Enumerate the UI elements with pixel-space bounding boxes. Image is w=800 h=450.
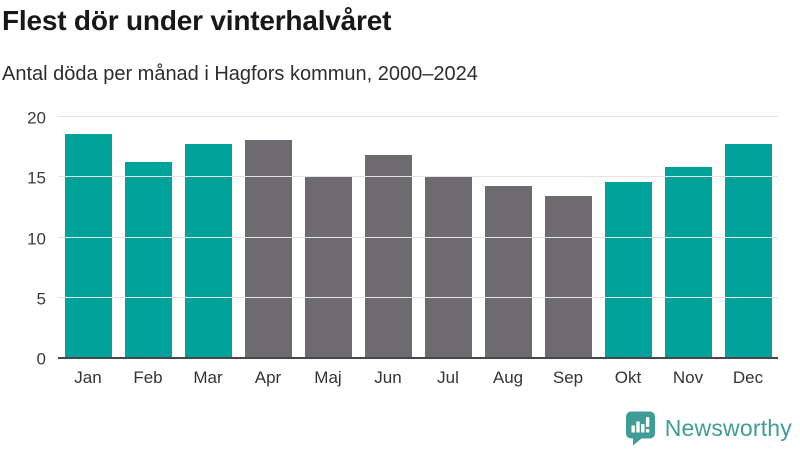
branding: Newsworthy (624, 410, 792, 446)
newsworthy-logo-icon (625, 411, 655, 446)
bar-slot-sep (538, 118, 598, 357)
bar-slot-feb (118, 118, 178, 357)
y-tick-label-5: 5 (36, 289, 46, 309)
bar-slot-okt (598, 118, 658, 357)
bar-maj (304, 176, 352, 357)
bar-apr (244, 140, 292, 357)
plot-area (58, 116, 778, 359)
y-tick-label-20: 20 (27, 108, 46, 128)
x-tick-label-sep: Sep (552, 368, 584, 387)
newsworthy-logo-text: Newsworthy (664, 414, 792, 441)
x-tick-label-aug: Aug (492, 368, 524, 387)
y-tick-label-15: 15 (27, 168, 46, 188)
gridline-15 (58, 176, 778, 178)
bar-jun (364, 154, 412, 357)
chart-title: Flest dör under vinterhalvåret (2, 5, 392, 36)
bar-jul (424, 176, 472, 357)
bar-okt (604, 182, 652, 357)
x-tick-label-maj: Maj (314, 368, 342, 387)
bar-slot-dec (718, 118, 778, 357)
x-tick-label-nov: Nov (672, 368, 704, 387)
x-axis: Jan Feb Mar Apr Maj Jun Jul Aug Sep Okt Nov Dec (58, 368, 778, 388)
x-tick-label-jan: Jan (74, 368, 102, 387)
gridline-5 (58, 296, 778, 298)
bar-slot-aug (478, 118, 538, 357)
x-tick-label-apr: Apr (254, 368, 282, 387)
bar-jan (64, 134, 112, 357)
bar-slot-jun (358, 118, 418, 357)
bar-slot-jan (58, 118, 118, 357)
chart-subtitle: Antal döda per månad i Hagfors kommun, 2… (2, 63, 478, 85)
x-tick-label-feb: Feb (133, 368, 163, 387)
bar-slot-apr (238, 118, 298, 357)
bar-feb (124, 161, 172, 357)
bar-nov (664, 166, 712, 357)
gridline-20 (58, 116, 778, 117)
y-axis: 0 5 10 15 20 (0, 110, 46, 368)
bar-slot-nov (658, 118, 718, 357)
x-tick-label-okt: Okt (614, 368, 642, 387)
bar-slot-jul (418, 118, 478, 357)
x-tick-label-dec: Dec (732, 368, 764, 387)
gridline-10 (58, 236, 778, 238)
y-tick-label-0: 0 (36, 349, 46, 369)
bar-series (58, 118, 778, 357)
x-tick-label-jul: Jul (437, 368, 459, 387)
bar-mar (184, 143, 232, 357)
bar-aug (484, 185, 532, 357)
x-tick-label-jun: Jun (374, 368, 402, 387)
bar-slot-maj (298, 118, 358, 357)
bar-slot-mar (178, 118, 238, 357)
bar-dec (724, 143, 772, 357)
y-tick-label-10: 10 (27, 229, 46, 248)
bar-sep (544, 195, 592, 357)
x-tick-label-mar: Mar (193, 368, 223, 387)
